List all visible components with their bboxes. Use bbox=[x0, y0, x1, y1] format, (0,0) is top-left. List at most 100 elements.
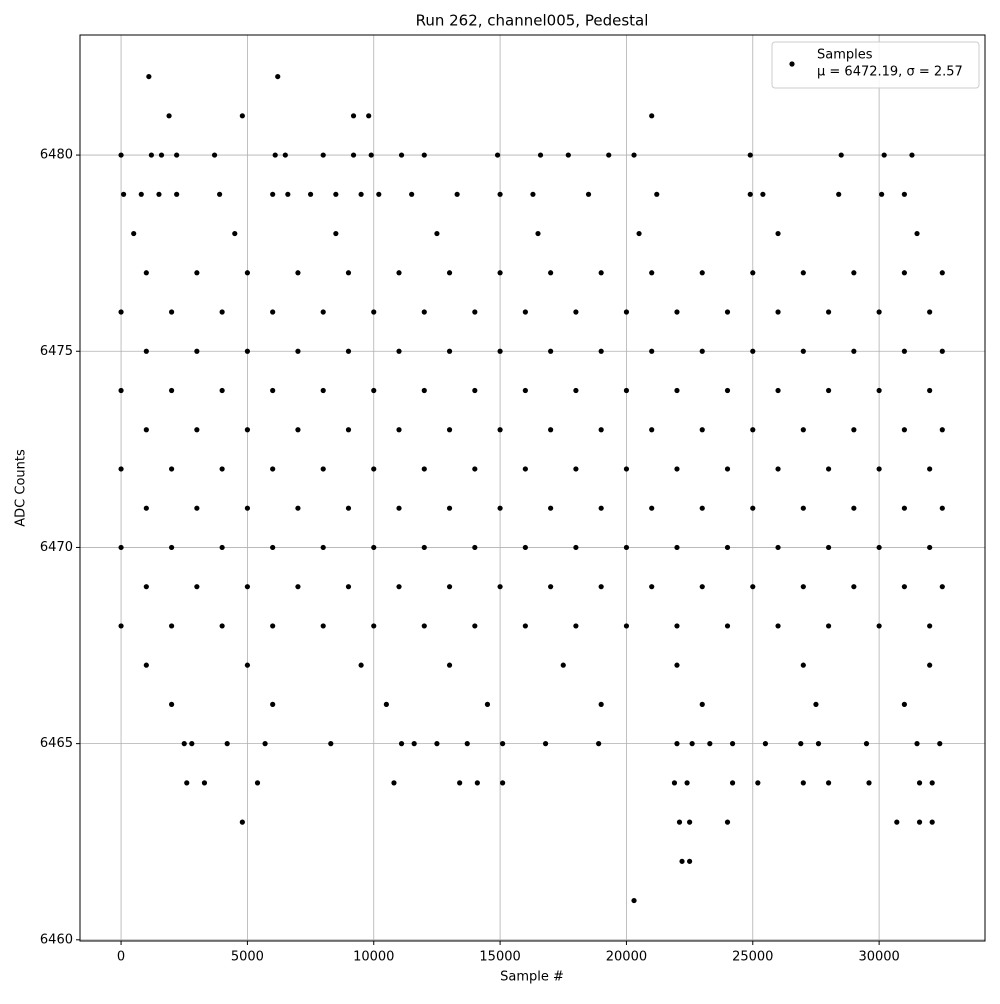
point bbox=[270, 623, 276, 629]
point bbox=[649, 113, 655, 119]
point bbox=[699, 701, 705, 707]
point bbox=[345, 584, 352, 590]
point bbox=[244, 270, 251, 276]
point bbox=[825, 309, 832, 315]
point bbox=[760, 191, 766, 197]
point bbox=[800, 662, 806, 668]
point bbox=[396, 584, 402, 590]
point bbox=[548, 584, 554, 590]
point bbox=[750, 348, 756, 354]
point bbox=[901, 191, 907, 197]
point bbox=[239, 113, 245, 119]
point bbox=[371, 466, 377, 472]
point bbox=[143, 662, 149, 668]
point bbox=[421, 387, 427, 394]
point bbox=[939, 584, 945, 590]
point bbox=[573, 623, 579, 629]
point bbox=[649, 505, 655, 511]
point bbox=[927, 544, 933, 551]
point bbox=[916, 819, 923, 825]
point bbox=[674, 387, 680, 394]
point bbox=[168, 387, 175, 394]
point bbox=[836, 191, 842, 197]
point bbox=[560, 662, 566, 668]
point bbox=[750, 505, 756, 511]
point bbox=[168, 466, 175, 472]
y-axis-label: ADC Counts bbox=[14, 449, 29, 527]
point bbox=[464, 741, 470, 747]
point bbox=[219, 623, 225, 629]
point bbox=[262, 741, 268, 747]
point bbox=[307, 191, 314, 197]
point bbox=[548, 505, 554, 511]
point bbox=[851, 427, 857, 433]
point bbox=[927, 309, 933, 315]
point bbox=[687, 858, 693, 864]
point bbox=[866, 780, 872, 786]
point bbox=[201, 780, 208, 786]
axes-frame bbox=[79, 34, 986, 942]
point bbox=[497, 270, 503, 276]
point bbox=[194, 584, 200, 590]
point bbox=[598, 584, 604, 590]
point bbox=[800, 270, 806, 276]
point bbox=[345, 348, 352, 354]
point bbox=[901, 505, 907, 511]
chart-title: Run 262, channel005, Pedestal bbox=[416, 12, 649, 30]
point bbox=[729, 741, 736, 747]
point bbox=[143, 270, 149, 276]
point bbox=[623, 466, 630, 472]
point bbox=[217, 191, 223, 197]
point bbox=[881, 152, 887, 158]
point bbox=[446, 270, 453, 276]
point bbox=[598, 701, 604, 707]
point bbox=[876, 544, 882, 551]
point bbox=[775, 544, 781, 551]
point bbox=[457, 780, 463, 786]
point bbox=[194, 505, 200, 511]
point bbox=[573, 387, 579, 394]
point bbox=[724, 387, 731, 394]
point bbox=[244, 505, 251, 511]
point bbox=[219, 544, 225, 551]
point bbox=[371, 623, 377, 629]
point bbox=[901, 427, 907, 433]
point bbox=[674, 662, 680, 668]
point bbox=[295, 584, 301, 590]
point bbox=[565, 152, 571, 158]
point bbox=[474, 780, 480, 786]
point bbox=[623, 544, 630, 551]
point bbox=[750, 270, 756, 276]
point bbox=[894, 819, 900, 825]
point bbox=[851, 584, 857, 590]
point bbox=[168, 309, 175, 315]
point bbox=[548, 270, 554, 276]
point bbox=[168, 544, 175, 551]
point bbox=[446, 505, 453, 511]
point bbox=[358, 191, 364, 197]
point bbox=[522, 309, 528, 315]
point bbox=[411, 741, 417, 747]
point bbox=[158, 152, 165, 158]
point bbox=[421, 623, 427, 629]
point bbox=[750, 584, 756, 590]
point bbox=[927, 662, 933, 668]
point bbox=[194, 427, 200, 433]
point bbox=[376, 191, 382, 197]
point bbox=[636, 230, 642, 237]
y-tick-label: 6470 bbox=[40, 540, 73, 555]
point bbox=[598, 427, 604, 433]
point bbox=[674, 544, 680, 551]
point bbox=[530, 191, 536, 197]
point bbox=[676, 819, 683, 825]
point bbox=[328, 741, 334, 747]
point bbox=[472, 544, 478, 551]
point bbox=[825, 623, 832, 629]
point bbox=[295, 505, 301, 511]
point bbox=[396, 505, 402, 511]
point bbox=[396, 270, 402, 276]
point bbox=[649, 348, 655, 354]
point bbox=[454, 191, 460, 197]
point bbox=[174, 152, 180, 158]
point bbox=[494, 152, 501, 158]
